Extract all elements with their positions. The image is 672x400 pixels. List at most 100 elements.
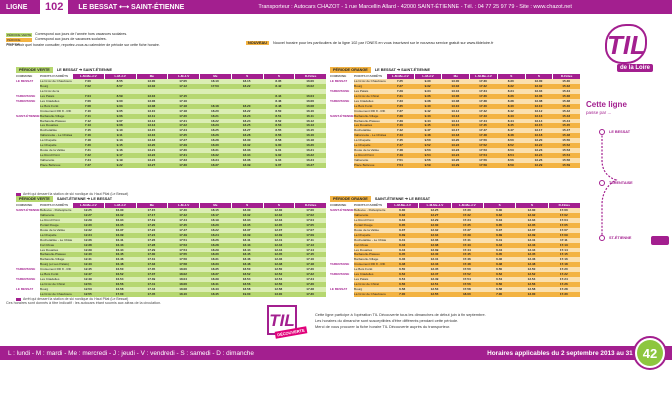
table-row: Bourg 7.02 8.57 13.02 17.12 17.53 18.22 8.42 16.… xyxy=(16,83,326,89)
time-cell: 9.36 xyxy=(413,93,442,99)
time-cell: 15.50 xyxy=(552,138,581,144)
time-cell: 8.59 xyxy=(496,162,525,168)
time-cell: 9.01 xyxy=(262,148,295,154)
stop-cell: Bellevue - Robespierre xyxy=(40,208,72,213)
time-cell: 17.02 xyxy=(547,212,580,218)
table-row: La Croix de Chaubouret 7.00 12.55 18.00 7.00… xyxy=(330,291,580,297)
stop-cell: Place Bellevue xyxy=(354,162,386,168)
stop-label: TARENTAISE xyxy=(609,181,633,185)
time-cell: 7.39 xyxy=(386,118,414,124)
stop-dot-icon xyxy=(599,235,605,241)
col-day: L-M-Me-J-V xyxy=(386,74,414,79)
time-cell: 8.32 xyxy=(496,83,525,89)
stop-cell: Valbenoite xyxy=(40,158,72,163)
time-cell: 13.10 xyxy=(135,108,168,114)
time-cell: 18.32 xyxy=(230,143,263,149)
commune-cell xyxy=(16,163,40,168)
time-cell: 17.39 xyxy=(450,232,483,238)
table-row: Valbenoite 12.27 16.32 17.17 17.42 18.17 18.32… xyxy=(16,212,326,218)
table-row: Place Bellevue 7.54 9.59 13.29 17.59 8.59 13.2… xyxy=(330,162,581,168)
time-cell: 6.43 xyxy=(482,242,516,248)
time-cell: 12.50 xyxy=(515,267,548,273)
stop-cell: Les Citadelles xyxy=(354,98,386,104)
stop-cell: Bourg xyxy=(354,83,386,89)
table-row: SAINT-ÉTIENNE Bellevue - Robespierre 6.30 1… xyxy=(330,208,580,213)
stop-cell: Les Douattes xyxy=(40,247,72,253)
direction-label: SAINT-ÉTIENNE ➔ LE BESSAT xyxy=(56,196,113,201)
time-cell: 9.06 xyxy=(103,113,136,119)
time-cell: 12.49 xyxy=(418,277,451,283)
time-cell: 9.34 xyxy=(413,88,442,94)
commune-cell: LE BESSAT xyxy=(16,287,34,291)
time-cell: 17.50 xyxy=(469,138,497,144)
time-cell: 13.04 xyxy=(135,93,168,99)
time-cell: 15.40 xyxy=(552,103,581,109)
time-cell: 13.12 xyxy=(524,108,553,114)
time-cell: 7.18 xyxy=(72,138,104,144)
stop-cell: Vallonnette - Le Château xyxy=(40,133,72,139)
time-cell: 17.29 xyxy=(167,143,199,149)
time-cell xyxy=(103,88,136,94)
time-cell: 16.35 xyxy=(103,222,136,228)
time-cell: 17.22 xyxy=(167,123,199,129)
stop-cell: Barbarelle-Village xyxy=(354,113,386,119)
time-cell: 13.23 xyxy=(441,148,470,154)
time-cell: 6.34 xyxy=(386,217,419,223)
time-cell: 17.27 xyxy=(167,138,199,144)
time-cell: 6.54 xyxy=(482,277,516,283)
time-cell: 7.29 xyxy=(386,88,414,94)
direction-label: LE BESSAT ➔ SAINT-ÉTIENNE xyxy=(374,67,431,72)
time-cell: 17.47 xyxy=(167,227,199,233)
time-cell: 9.03 xyxy=(103,103,136,109)
stop-cell: La Chapelle xyxy=(40,232,72,238)
time-cell: 13.00 xyxy=(524,79,553,84)
time-cell: 13.22 xyxy=(441,143,470,149)
time-cell: 13.23 xyxy=(524,148,553,154)
time-cell: 17.18 xyxy=(547,262,580,268)
nouveau-notice: NOUVEAU Nouvel horaire pour les particul… xyxy=(246,41,493,45)
stop-cell: Bourg xyxy=(354,287,386,292)
time-cell: 18.25 xyxy=(199,128,231,134)
line-number: 102 xyxy=(40,0,69,14)
time-cell: 12.56 xyxy=(515,282,548,287)
time-cell: 12.32 xyxy=(72,227,104,233)
time-cell: 13.02 xyxy=(524,83,553,89)
table-row: TARENTAISE Les Citadelles 12.49 16.54 17.39 1… xyxy=(16,277,326,283)
time-cell: 15.44 xyxy=(552,118,581,124)
time-cell: 7.31 xyxy=(386,93,414,99)
time-cell: 17.34 xyxy=(469,88,497,94)
time-cell: 17.55 xyxy=(167,252,199,258)
time-cell: 13.22 xyxy=(524,143,553,149)
stop-cell: Valbenoite xyxy=(40,212,72,218)
col-day: L-M-J-V xyxy=(167,203,199,208)
time-cell: 17.39 xyxy=(135,277,168,283)
time-cell: 12.32 xyxy=(515,212,548,218)
stop-cell: La Chapelle xyxy=(354,232,386,238)
stop-cell: Le Bois Forêt xyxy=(354,103,386,109)
time-cell: 17.15 xyxy=(167,93,199,99)
table-row: LE BESSAT La Croix de Chaubouret 7.25 9.30 1… xyxy=(330,79,581,84)
time-cell: 12.32 xyxy=(262,212,295,218)
time-cell: 12.46 xyxy=(515,257,548,263)
time-cell: 9.07 xyxy=(103,118,136,124)
time-cell: 12.35 xyxy=(515,222,548,228)
time-cell: 16.10 xyxy=(294,108,326,114)
time-cell: 16.12 xyxy=(294,118,326,124)
time-cell: 7.15 xyxy=(72,128,104,134)
table-row: La Croix de Chirat 7.31 9.36 13.06 17.36 8.36… xyxy=(330,93,581,99)
time-cell: 18.23 xyxy=(199,123,231,129)
time-cell: 13.15 xyxy=(524,123,553,129)
time-cell: 16.27 xyxy=(294,162,326,168)
time-cell: 16.44 xyxy=(103,247,136,253)
col-day: L-M-Me-J-V xyxy=(418,203,450,208)
disclaimer: Ces horaires sont donnés à titre indicat… xyxy=(6,301,162,305)
time-cell: 9.02 xyxy=(262,153,295,158)
timetable-2: PÉRIODE VERTE SAINT-ÉTIENNE ➔ LE BESSAT CO… xyxy=(16,196,326,297)
col-day: L-M-J-V xyxy=(103,203,136,208)
time-cell: 12.45 xyxy=(262,252,295,258)
time-cell: 17.18 xyxy=(167,103,199,109)
time-cell: 9.44 xyxy=(413,118,442,124)
table-row: Bourg 7.27 9.32 13.02 17.32 8.32 13.02 15.32 xyxy=(330,83,581,89)
time-cell: 6.46 xyxy=(386,257,419,263)
time-cell: 18.27 xyxy=(230,128,263,134)
